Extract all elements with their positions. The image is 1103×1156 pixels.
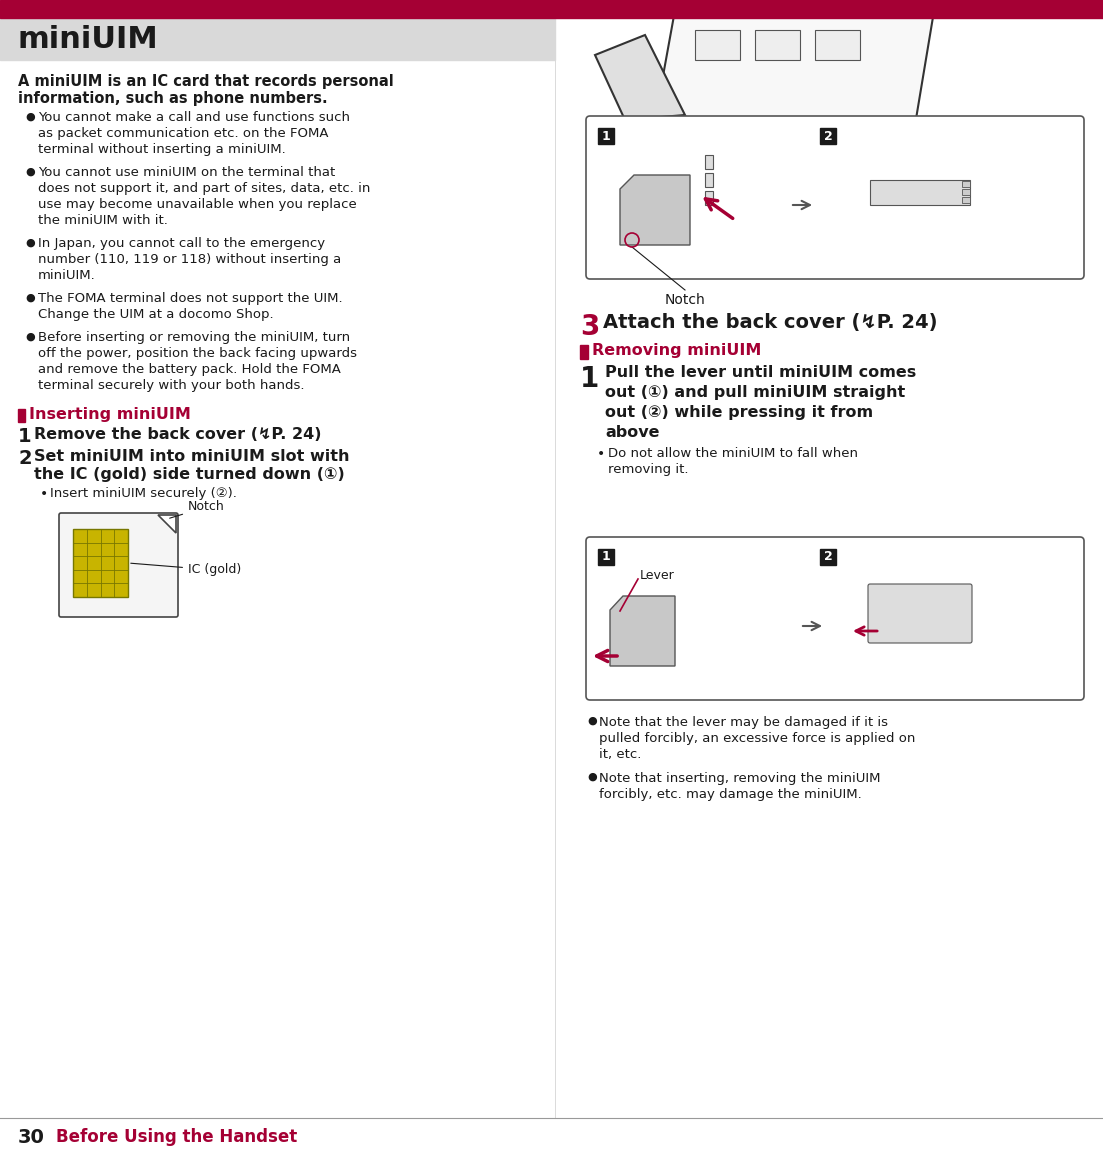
Text: 1: 1 — [601, 550, 610, 563]
Text: ●: ● — [25, 238, 35, 249]
Polygon shape — [655, 5, 935, 125]
Polygon shape — [610, 596, 675, 666]
Text: out (②) while pressing it from: out (②) while pressing it from — [606, 405, 874, 420]
Text: Notch: Notch — [665, 292, 706, 307]
Text: •: • — [40, 487, 49, 501]
Text: and remove the battery pack. Hold the FOMA: and remove the battery pack. Hold the FO… — [38, 363, 341, 376]
Text: Note that the lever may be damaged if it is: Note that the lever may be damaged if it… — [599, 716, 888, 729]
Text: ●: ● — [25, 112, 35, 123]
Text: IC (gold): IC (gold) — [131, 563, 242, 577]
Bar — [0, 0, 1103, 18]
Bar — [962, 181, 970, 187]
Bar — [705, 191, 713, 205]
Polygon shape — [595, 35, 685, 120]
Bar — [962, 188, 970, 195]
Polygon shape — [620, 175, 690, 245]
Text: does not support it, and part of sites, data, etc. in: does not support it, and part of sites, … — [38, 181, 371, 195]
FancyBboxPatch shape — [586, 538, 1084, 701]
Bar — [705, 173, 713, 187]
Text: You cannot use miniUIM on the terminal that: You cannot use miniUIM on the terminal t… — [38, 166, 335, 179]
Text: Lever: Lever — [640, 569, 675, 581]
Text: Insert miniUIM securely (②).: Insert miniUIM securely (②). — [50, 487, 237, 501]
Text: ●: ● — [25, 166, 35, 177]
Text: The FOMA terminal does not support the UIM.: The FOMA terminal does not support the U… — [38, 292, 343, 305]
Text: Pull the lever until miniUIM comes: Pull the lever until miniUIM comes — [606, 365, 917, 380]
Text: Attach the back cover (↯P. 24): Attach the back cover (↯P. 24) — [603, 313, 938, 332]
Text: 2: 2 — [18, 449, 32, 468]
Text: A miniUIM is an IC card that records personal: A miniUIM is an IC card that records per… — [18, 74, 394, 89]
Text: information, such as phone numbers.: information, such as phone numbers. — [18, 91, 328, 106]
Text: You cannot make a call and use functions such: You cannot make a call and use functions… — [38, 111, 350, 124]
Text: 2: 2 — [824, 550, 833, 563]
Text: Notch: Notch — [170, 501, 225, 518]
Text: ●: ● — [25, 292, 35, 303]
Text: removing it.: removing it. — [608, 464, 688, 476]
Bar — [73, 529, 128, 596]
Text: off the power, position the back facing upwards: off the power, position the back facing … — [38, 347, 357, 360]
Text: the IC (gold) side turned down (①): the IC (gold) side turned down (①) — [34, 467, 345, 482]
Text: 1: 1 — [601, 129, 610, 142]
Bar — [580, 344, 588, 360]
Text: •: • — [597, 447, 606, 461]
Text: Removing miniUIM: Removing miniUIM — [592, 343, 761, 358]
Text: Note that inserting, removing the miniUIM: Note that inserting, removing the miniUI… — [599, 772, 880, 785]
Text: Before inserting or removing the miniUIM, turn: Before inserting or removing the miniUIM… — [38, 331, 350, 344]
Text: ●: ● — [587, 716, 597, 726]
Bar — [820, 128, 836, 144]
Polygon shape — [158, 516, 176, 533]
Bar — [18, 409, 25, 422]
Bar — [870, 180, 970, 205]
Text: Do not allow the miniUIM to fall when: Do not allow the miniUIM to fall when — [608, 447, 858, 460]
Text: Change the UIM at a docomo Shop.: Change the UIM at a docomo Shop. — [38, 307, 274, 321]
Text: out (①) and pull miniUIM straight: out (①) and pull miniUIM straight — [606, 385, 906, 400]
Bar — [598, 549, 614, 565]
Text: use may become unavailable when you replace: use may become unavailable when you repl… — [38, 198, 356, 212]
Text: it, etc.: it, etc. — [599, 748, 641, 761]
Text: miniUIM: miniUIM — [18, 25, 159, 54]
Bar — [815, 30, 860, 60]
Text: Remove the back cover (↯P. 24): Remove the back cover (↯P. 24) — [34, 427, 321, 442]
FancyBboxPatch shape — [58, 513, 178, 617]
Text: Before Using the Handset: Before Using the Handset — [56, 1128, 297, 1146]
Text: terminal securely with your both hands.: terminal securely with your both hands. — [38, 379, 304, 392]
Bar — [754, 30, 800, 60]
Text: In Japan, you cannot call to the emergency: In Japan, you cannot call to the emergen… — [38, 237, 325, 250]
Bar — [598, 128, 614, 144]
Text: the miniUIM with it.: the miniUIM with it. — [38, 214, 168, 227]
Text: 1: 1 — [580, 365, 599, 393]
Text: Inserting miniUIM: Inserting miniUIM — [29, 407, 191, 422]
Text: above: above — [606, 425, 660, 440]
Text: ●: ● — [25, 332, 35, 342]
Text: ●: ● — [587, 772, 597, 781]
Text: Set miniUIM into miniUIM slot with: Set miniUIM into miniUIM slot with — [34, 449, 350, 464]
Text: 1: 1 — [18, 427, 32, 446]
Text: pulled forcibly, an excessive force is applied on: pulled forcibly, an excessive force is a… — [599, 732, 915, 744]
Bar — [695, 30, 740, 60]
FancyBboxPatch shape — [586, 116, 1084, 279]
Text: forcibly, etc. may damage the miniUIM.: forcibly, etc. may damage the miniUIM. — [599, 788, 861, 801]
Text: 30: 30 — [18, 1128, 45, 1147]
Text: 3: 3 — [580, 313, 599, 341]
Text: number (110, 119 or 118) without inserting a: number (110, 119 or 118) without inserti… — [38, 253, 341, 266]
Bar — [705, 155, 713, 169]
Text: as packet communication etc. on the FOMA: as packet communication etc. on the FOMA — [38, 127, 329, 140]
FancyBboxPatch shape — [868, 584, 972, 643]
Bar — [0, 18, 555, 60]
Text: 2: 2 — [824, 129, 833, 142]
Text: terminal without inserting a miniUIM.: terminal without inserting a miniUIM. — [38, 143, 286, 156]
Text: miniUIM.: miniUIM. — [38, 269, 96, 282]
Bar — [962, 197, 970, 203]
Bar — [820, 549, 836, 565]
